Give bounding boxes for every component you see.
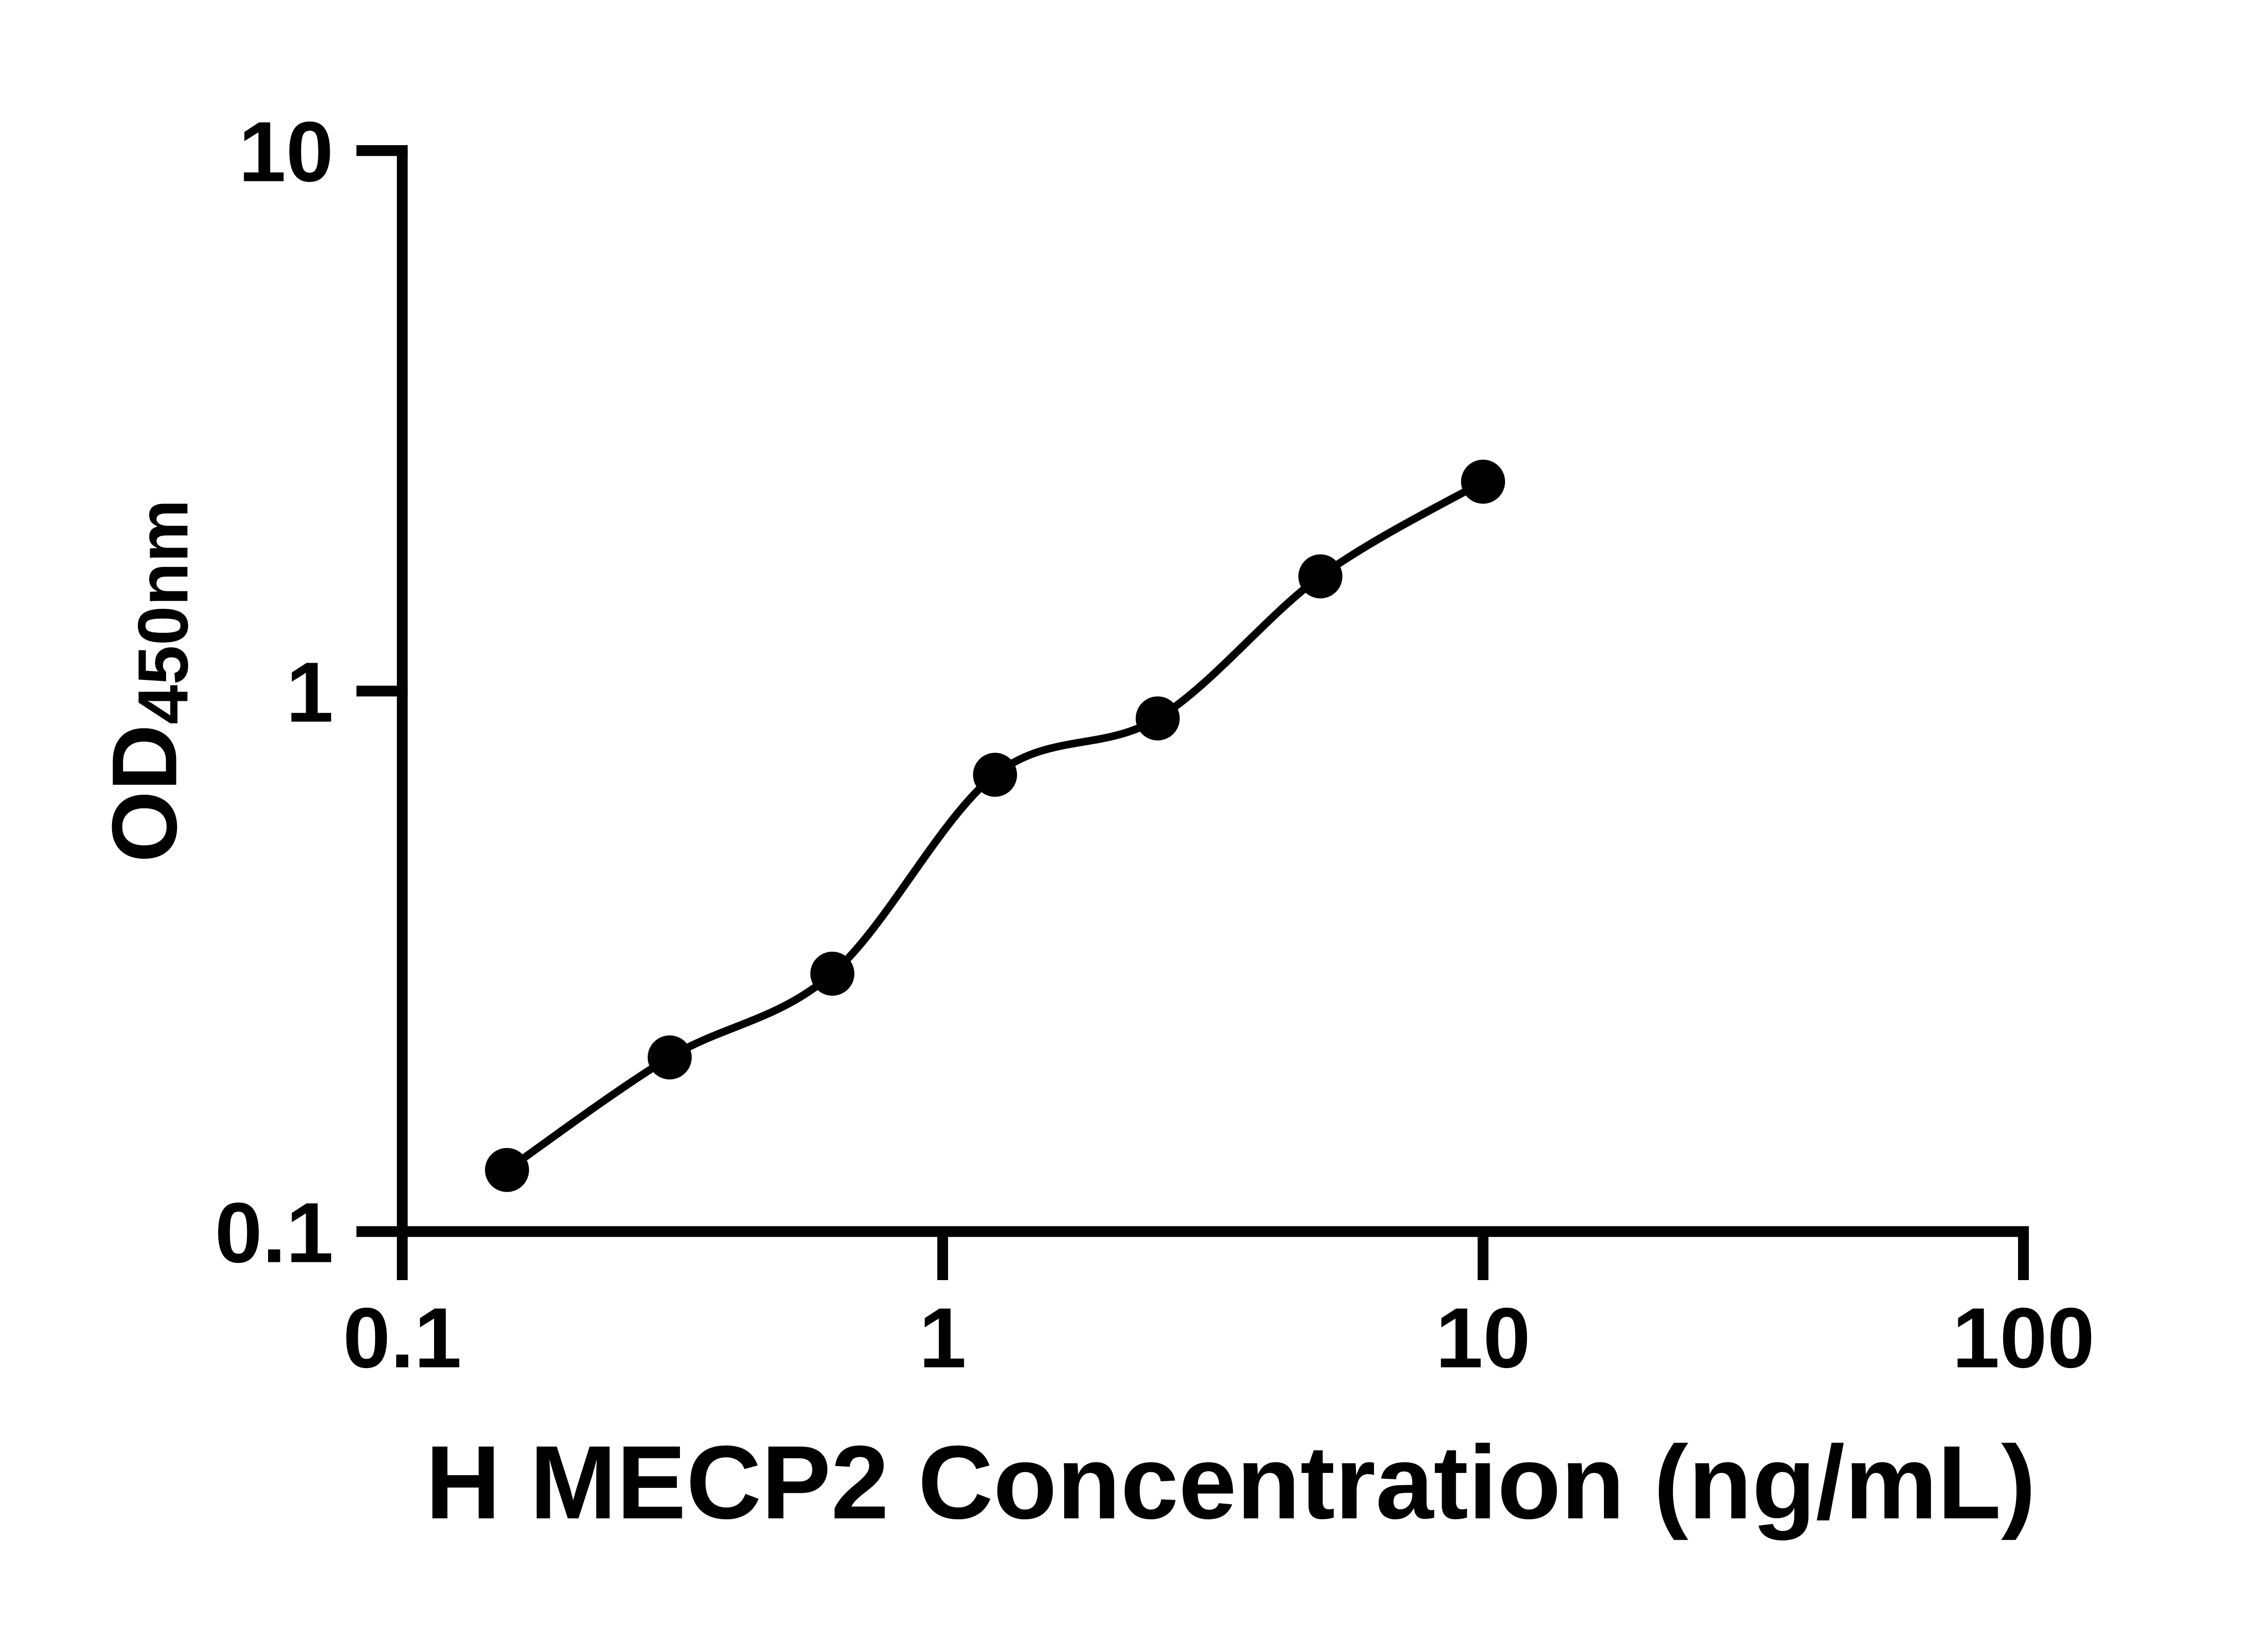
y-axis-title: OD450nm <box>93 499 203 863</box>
data-point-5 <box>1298 554 1343 599</box>
y-axis-title-sub: 450nm <box>123 499 203 724</box>
x-tick-label-0.1: 0.1 <box>343 1290 462 1385</box>
x-tick-label-10: 10 <box>1436 1290 1530 1385</box>
x-tick-label-100: 100 <box>1952 1290 2095 1385</box>
y-tick-label-10: 10 <box>239 104 333 199</box>
data-point-0.625 <box>810 951 855 996</box>
y-axis-title-main: OD <box>93 724 196 863</box>
data-point-2.5 <box>1135 696 1180 741</box>
tick-labels-group: 0.1 1 10 100 0.1 1 10 <box>215 104 2095 1385</box>
y-tick-label-1: 1 <box>286 645 334 740</box>
data-point-10 <box>1461 460 1505 504</box>
series-group <box>485 460 1505 1192</box>
data-point-0.15625 <box>485 1148 529 1192</box>
x-tick-label-1: 1 <box>919 1290 967 1385</box>
ticks-group <box>356 145 2029 1281</box>
data-point-1.25 <box>973 753 1017 797</box>
x-axis-title: H MECP2 Concentration (ng/mL) <box>425 1424 2036 1540</box>
y-tick-label-0.1: 0.1 <box>215 1185 334 1280</box>
axes-group <box>396 150 2029 1237</box>
data-point-0.3125 <box>647 1035 692 1080</box>
